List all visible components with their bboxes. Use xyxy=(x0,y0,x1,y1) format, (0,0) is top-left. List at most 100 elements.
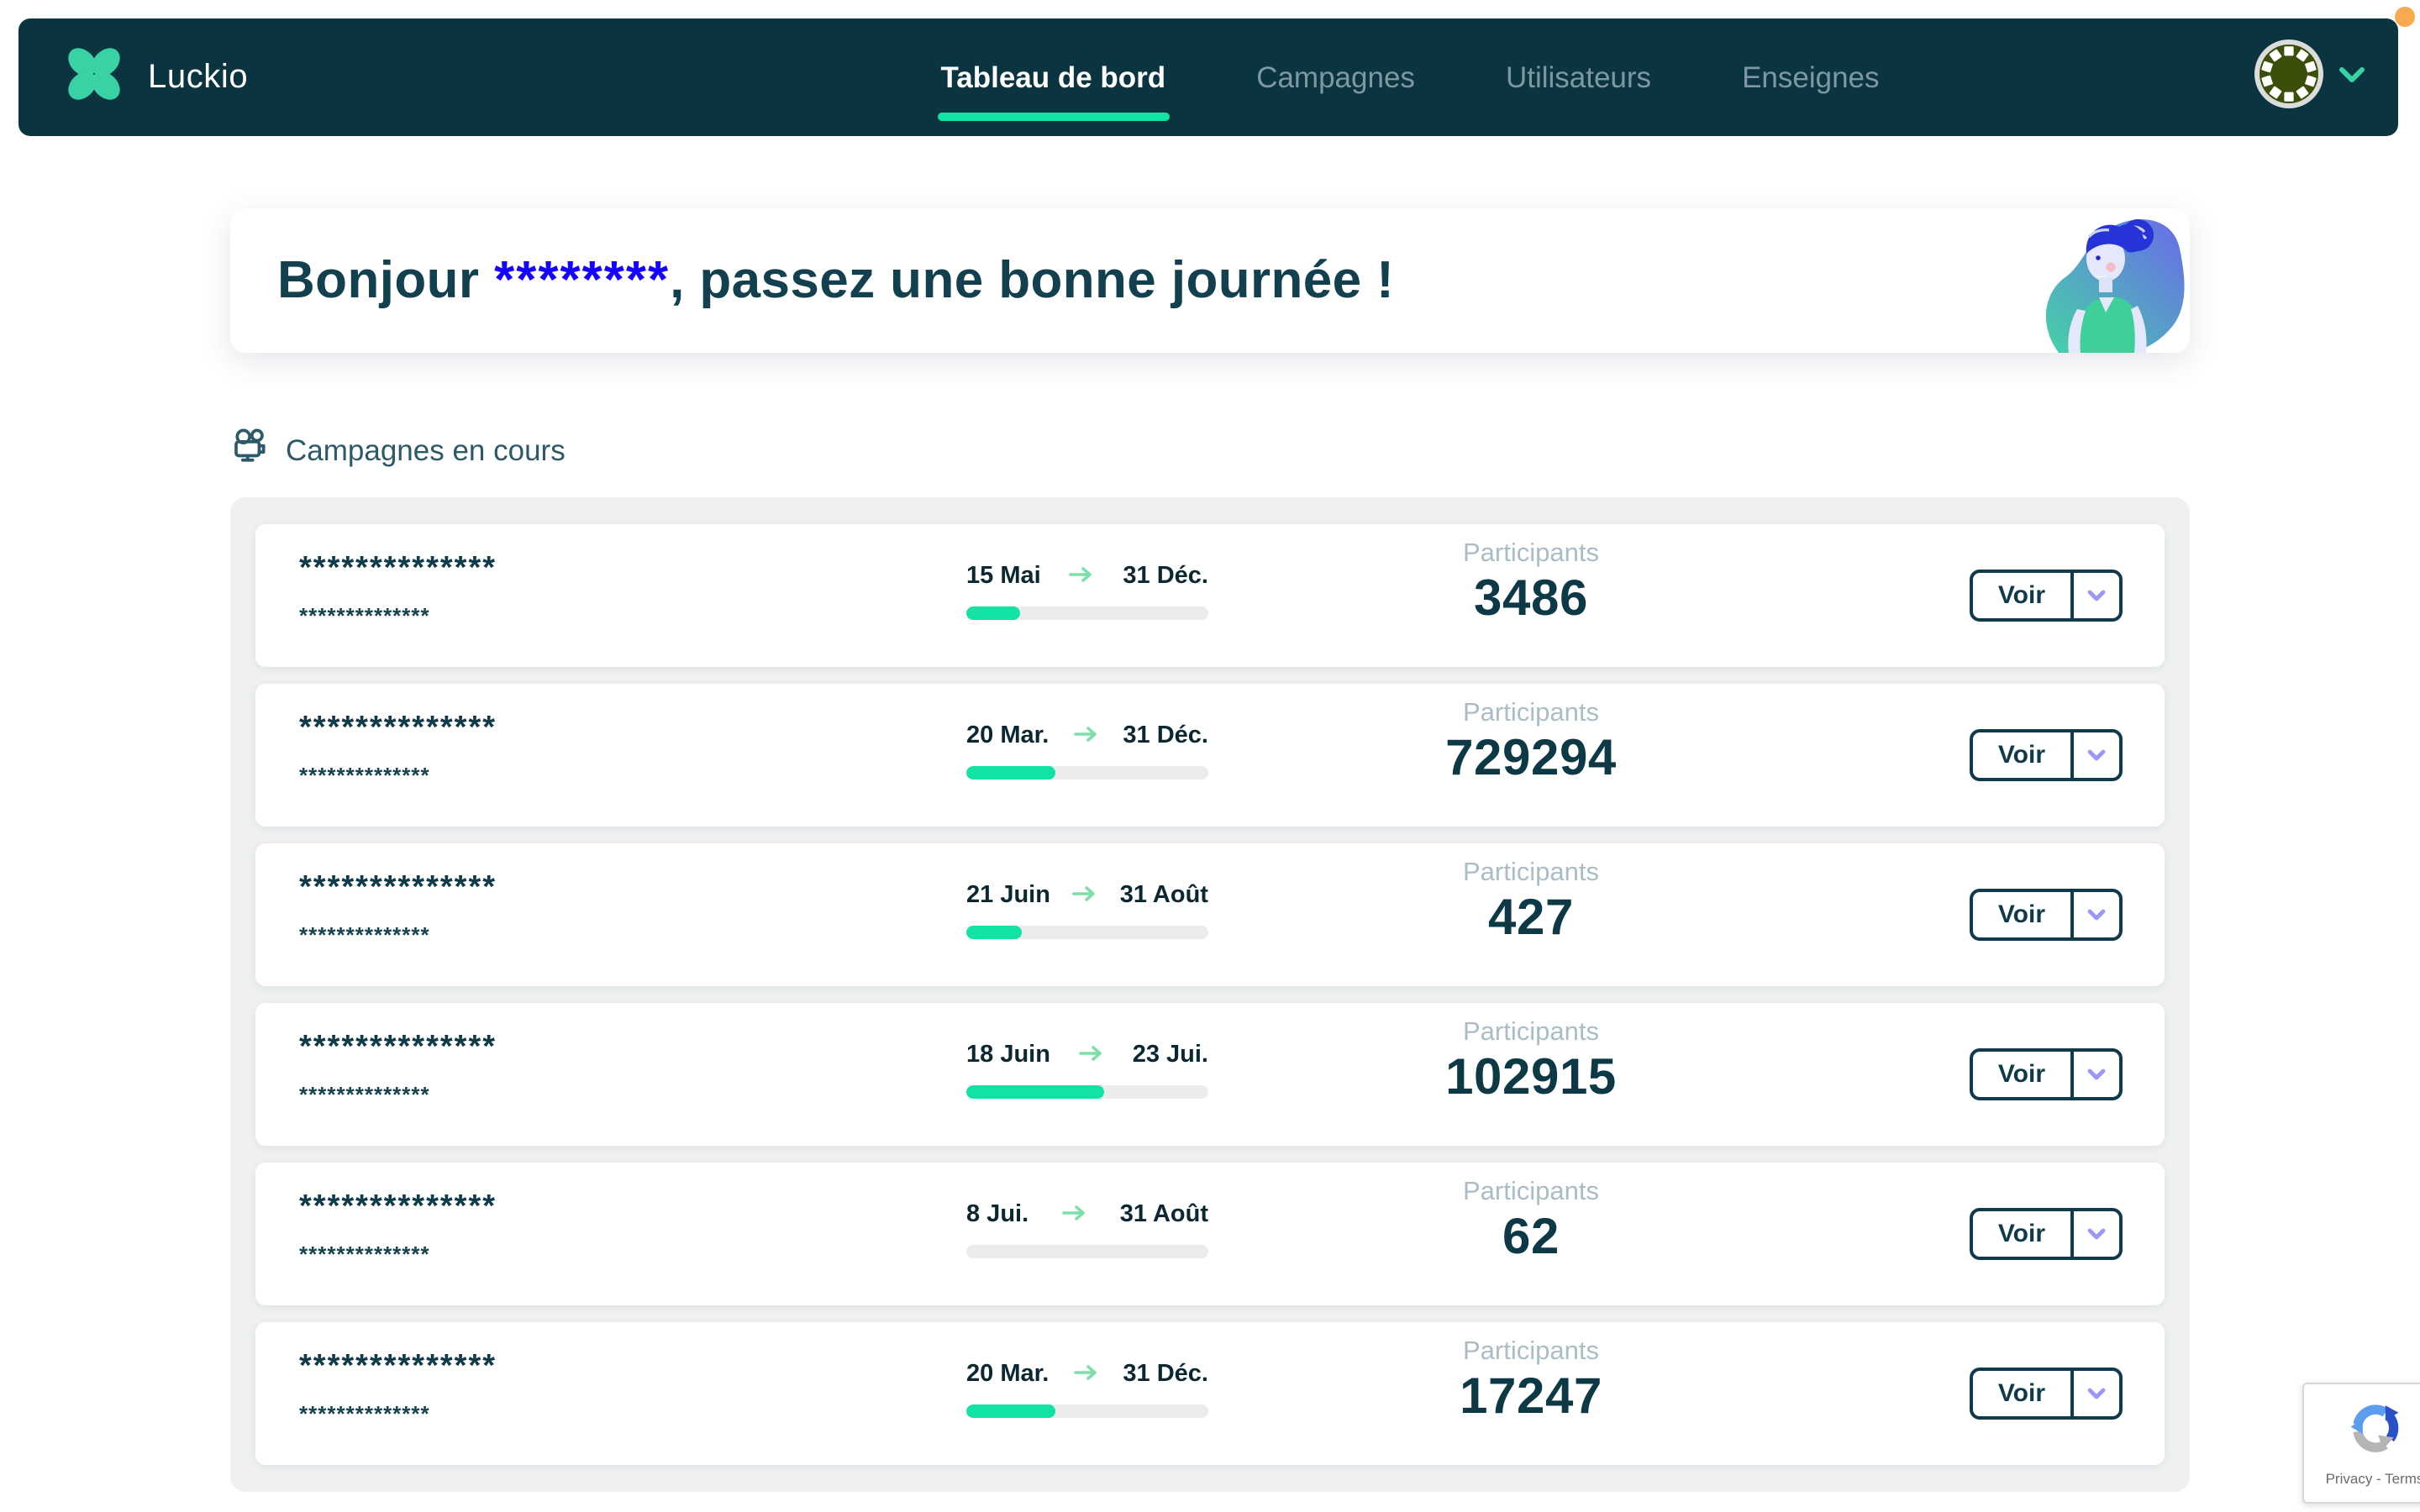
view-button[interactable]: Voir xyxy=(1973,892,2074,937)
movie-camera-icon xyxy=(230,427,271,475)
progress-fill xyxy=(966,926,1023,939)
campaign-title-masked: ************** xyxy=(299,1189,497,1225)
participants-block: Participants 102915 xyxy=(1371,1018,1691,1107)
brand[interactable]: Luckio xyxy=(62,41,566,113)
participants-label: Participants xyxy=(1463,539,1599,568)
participants-label: Participants xyxy=(1463,858,1599,887)
arrow-right-icon xyxy=(1079,1042,1104,1068)
end-date: 31 Août xyxy=(1119,1201,1208,1228)
participants-count: 729294 xyxy=(1445,731,1617,786)
view-split-button: Voir xyxy=(1969,1368,2123,1420)
campaign-dates: 21 Juin 31 Août xyxy=(966,882,1208,939)
participants-label: Participants xyxy=(1463,1018,1599,1047)
participants-block: Participants 3486 xyxy=(1371,539,1691,628)
view-button[interactable]: Voir xyxy=(1973,1052,2074,1097)
start-date: 8 Jui. xyxy=(966,1201,1029,1228)
campaign-card: ************** ************** 21 Juin 31… xyxy=(255,843,2165,986)
campaign-subtitle-masked: ************** xyxy=(299,922,430,948)
nav-tab-tableau-de-bord[interactable]: Tableau de bord xyxy=(937,18,1170,136)
nav-tab-enseignes[interactable]: Enseignes xyxy=(1742,18,1879,136)
end-date: 31 Déc. xyxy=(1123,563,1208,590)
start-date: 21 Juin xyxy=(966,882,1050,909)
nav-tab-utilisateurs[interactable]: Utilisateurs xyxy=(1506,18,1651,136)
arrow-right-icon xyxy=(1072,882,1097,909)
campaign-subtitle-masked: ************** xyxy=(299,1401,430,1426)
progress-fill xyxy=(966,766,1056,780)
greeting-masked-name: ******** xyxy=(494,250,671,309)
view-dropdown-toggle[interactable] xyxy=(2074,892,2119,937)
brand-name: Luckio xyxy=(148,58,249,95)
recaptcha-badge[interactable]: Privacy - Terms xyxy=(2302,1383,2420,1504)
start-date: 15 Mai xyxy=(966,563,1041,590)
campaign-titles: ************** ************** xyxy=(299,1189,497,1267)
start-date: 18 Juin xyxy=(966,1042,1050,1068)
campaign-card: ************** ************** 20 Mar. 31… xyxy=(255,1322,2165,1465)
active-tab-indicator xyxy=(937,113,1170,121)
campaign-title-masked: ************** xyxy=(299,1349,497,1384)
notification-dot xyxy=(2395,7,2415,27)
recaptcha-privacy-terms[interactable]: Privacy - Terms xyxy=(2325,1470,2420,1487)
view-button[interactable]: Voir xyxy=(1973,732,2074,778)
end-date: 31 Août xyxy=(1119,882,1208,909)
progress-bar xyxy=(966,1085,1208,1099)
view-dropdown-toggle[interactable] xyxy=(2074,573,2119,618)
view-split-button: Voir xyxy=(1969,729,2123,781)
top-navbar: Luckio Tableau de bord Campagnes Utilisa… xyxy=(18,18,2398,136)
greeting-prefix: Bonjour xyxy=(277,250,495,309)
campaign-title-masked: ************** xyxy=(299,1030,497,1065)
campaign-titles: ************** ************** xyxy=(299,551,497,628)
campaign-dates: 20 Mar. 31 Déc. xyxy=(966,722,1208,780)
end-date: 31 Déc. xyxy=(1123,722,1208,749)
user-avatar xyxy=(2254,38,2324,117)
view-split-button: Voir xyxy=(1969,570,2123,622)
campaign-dates: 20 Mar. 31 Déc. xyxy=(966,1361,1208,1418)
greeting-banner: Bonjour ********, passez une bonne journ… xyxy=(230,208,2190,353)
nav-tabs: Tableau de bord Campagnes Utilisateurs E… xyxy=(566,18,2254,136)
progress-fill xyxy=(966,1085,1105,1099)
participants-label: Participants xyxy=(1463,699,1599,727)
view-dropdown-toggle[interactable] xyxy=(2074,1371,2119,1416)
participants-count: 62 xyxy=(1502,1210,1560,1265)
campaign-titles: ************** ************** xyxy=(299,870,497,948)
campaign-subtitle-masked: ************** xyxy=(299,603,430,628)
section-title: Campagnes en cours xyxy=(286,433,566,467)
progress-bar xyxy=(966,1245,1208,1258)
participants-label: Participants xyxy=(1463,1337,1599,1366)
chevron-down-icon xyxy=(2339,62,2365,92)
campaign-dates: 15 Mai 31 Déc. xyxy=(966,563,1208,620)
view-split-button: Voir xyxy=(1969,889,2123,941)
campaign-card: ************** ************** 18 Juin 23… xyxy=(255,1003,2165,1146)
greeting-suffix: , passez une bonne journée ! xyxy=(670,250,1395,309)
campaign-dates: 18 Juin 23 Jui. xyxy=(966,1042,1208,1099)
campaigns-panel: ************** ************** 15 Mai 31 … xyxy=(230,497,2190,1492)
view-dropdown-toggle[interactable] xyxy=(2074,1052,2119,1097)
participants-count: 17247 xyxy=(1460,1369,1602,1425)
campaign-subtitle-masked: ************** xyxy=(299,763,430,788)
nav-tab-label: Enseignes xyxy=(1742,60,1880,93)
nav-tab-campagnes[interactable]: Campagnes xyxy=(1256,18,1415,136)
view-button[interactable]: Voir xyxy=(1973,1371,2074,1416)
campaign-card: ************** ************** 20 Mar. 31… xyxy=(255,684,2165,827)
arrow-right-icon xyxy=(1073,1361,1098,1388)
campaign-subtitle-masked: ************** xyxy=(299,1082,430,1107)
greeting-text: Bonjour ********, passez une bonne journ… xyxy=(277,250,1394,311)
campaign-dates: 8 Jui. 31 Août xyxy=(966,1201,1208,1258)
progress-bar xyxy=(966,1404,1208,1418)
campaign-title-masked: ************** xyxy=(299,870,497,906)
user-menu[interactable] xyxy=(2254,38,2365,117)
view-button[interactable]: Voir xyxy=(1973,1211,2074,1257)
view-dropdown-toggle[interactable] xyxy=(2074,732,2119,778)
progress-bar xyxy=(966,606,1208,620)
nav-tab-label: Campagnes xyxy=(1256,60,1415,93)
participants-block: Participants 62 xyxy=(1371,1178,1691,1267)
start-date: 20 Mar. xyxy=(966,1361,1050,1388)
nav-tab-label: Tableau de bord xyxy=(940,60,1166,93)
arrow-right-icon xyxy=(1061,1201,1086,1228)
progress-bar xyxy=(966,926,1208,939)
campaign-titles: ************** ************** xyxy=(299,1030,497,1107)
arrow-right-icon xyxy=(1073,722,1098,749)
view-button[interactable]: Voir xyxy=(1973,573,2074,618)
recaptcha-icon xyxy=(2346,1399,2403,1465)
view-dropdown-toggle[interactable] xyxy=(2074,1211,2119,1257)
